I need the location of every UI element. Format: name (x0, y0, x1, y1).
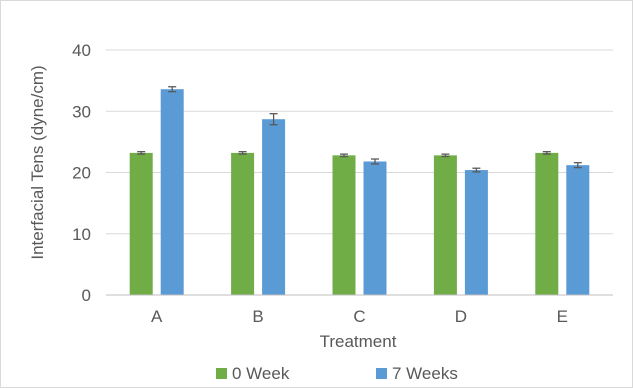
error-bar (371, 158, 379, 165)
bar-0-week-a (129, 152, 153, 295)
y-tick-label: 20 (72, 164, 91, 183)
x-tick-label: A (151, 307, 163, 326)
x-tick-label: D (455, 307, 467, 326)
x-tick-label: E (557, 307, 568, 326)
bar-0-week-b (231, 152, 255, 295)
x-tick-label: B (252, 307, 263, 326)
y-tick-label: 10 (72, 225, 91, 244)
bar-7-weeks-d (464, 170, 488, 295)
error-bar (441, 153, 450, 158)
legend-label: 0 Week (232, 364, 290, 383)
y-tick-label: 0 (82, 286, 91, 305)
bar-0-week-c (332, 155, 356, 295)
error-bar (238, 151, 247, 155)
bar-7-weeks-c (363, 161, 387, 295)
bar-7-weeks-e (566, 165, 590, 295)
y-tick-label: 40 (72, 41, 91, 60)
error-bar (168, 86, 177, 93)
bar-0-week-d (433, 155, 457, 295)
error-bar (340, 153, 348, 158)
error-bar (542, 151, 551, 155)
legend-swatch-7-weeks (376, 368, 387, 379)
legend: 0 Week 7 Weeks (216, 364, 458, 383)
error-bar (269, 113, 278, 126)
bar-7-weeks-b (262, 119, 286, 296)
error-bar (137, 151, 146, 155)
bar-7-weeks-a (160, 89, 184, 295)
error-bar (573, 162, 582, 169)
y-tick-label: 30 (72, 102, 91, 121)
gridlines (106, 49, 613, 235)
legend-label: 7 Weeks (392, 364, 458, 383)
x-axis-title: Treatment (320, 332, 397, 351)
axes: 0 10 20 30 40 A B C D E (72, 41, 613, 326)
x-tick-label: C (353, 307, 365, 326)
error-bar (472, 167, 481, 173)
bar-0-week-e (535, 152, 559, 295)
bars (129, 86, 590, 296)
legend-swatch-0-week (216, 368, 227, 379)
y-axis-title: Interfacial Tens (dyne/cm) (28, 65, 47, 259)
